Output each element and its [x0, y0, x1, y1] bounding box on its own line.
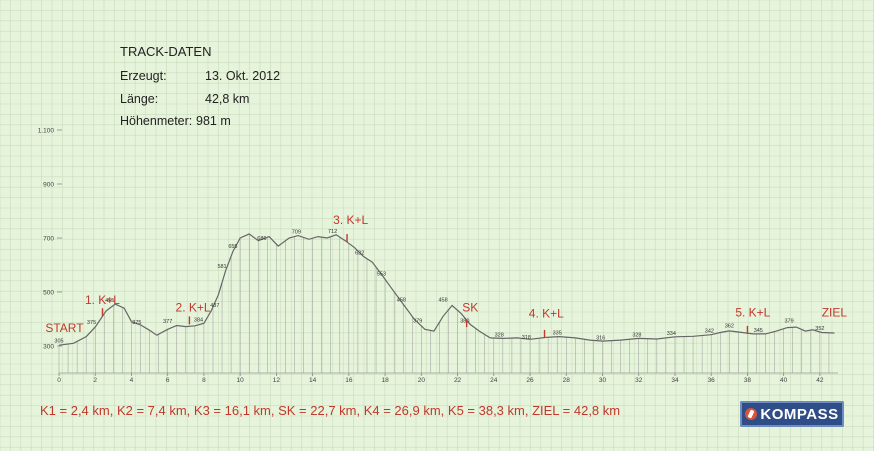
elevation-point-label: 334: [667, 331, 676, 337]
x-tick-label: 42: [816, 377, 824, 384]
x-tick-label: 10: [237, 377, 245, 384]
x-tick-label: 0: [57, 377, 61, 384]
elevation-point-label: 458: [438, 297, 447, 303]
elevation-point-label: 458: [397, 297, 406, 303]
elevation-point-label: 709: [292, 230, 301, 236]
elevation-point-label: 553: [377, 272, 386, 278]
x-tick-label: 14: [309, 377, 317, 384]
elevation-point-label: 316: [596, 336, 605, 342]
elevation-point-label: 345: [754, 328, 763, 334]
x-tick-label: 20: [418, 377, 426, 384]
checkpoint-label: 4. K+L: [529, 307, 564, 321]
y-tick-label: 500: [43, 290, 54, 297]
elevation-point-label: 712: [328, 229, 337, 235]
elevation-point-label: 455: [105, 298, 114, 304]
x-tick-label: 4: [130, 377, 134, 384]
elevation-point-label: 655: [228, 244, 237, 250]
checkpoint-label: 3. K+L: [333, 213, 368, 227]
track-info-elevation-value: 981 m: [196, 114, 231, 128]
elevation-point-label: 377: [163, 319, 172, 325]
x-tick-label: 16: [345, 377, 353, 384]
x-tick-label: 30: [599, 377, 607, 384]
elevation-point-label: 362: [725, 323, 734, 329]
x-tick-label: 22: [454, 377, 462, 384]
checkpoint-label: START: [45, 321, 84, 335]
elevation-point-label: 328: [495, 332, 504, 338]
elevation-point-label: 632: [355, 250, 364, 256]
checkpoint-label: ZIEL: [822, 305, 848, 319]
profile-fill: [58, 233, 830, 373]
elevation-line: [58, 233, 835, 346]
track-info-created-label: Erzeugt:: [120, 69, 167, 83]
elevation-point-label: 335: [553, 331, 562, 337]
x-tick-label: 26: [526, 377, 534, 384]
elevation-point-label: 437: [210, 303, 219, 309]
checkpoint-distances: K1 = 2,4 km, K2 = 7,4 km, K3 = 16,1 km, …: [40, 403, 621, 418]
elevation-point-label: 352: [815, 326, 824, 332]
x-tick-label: 36: [708, 377, 716, 384]
x-tick-label: 32: [635, 377, 643, 384]
elevation-point-label: 384: [194, 317, 203, 323]
elevation-point-label: 342: [705, 329, 714, 335]
compass-icon: [745, 408, 758, 420]
track-info-elevation-label: Höhenmeter:: [120, 114, 193, 128]
elevation-point-label: 379: [784, 319, 793, 325]
track-info-title: TRACK-DATEN: [120, 44, 212, 59]
elevation-point-label: 318: [522, 335, 531, 341]
x-tick-label: 24: [490, 377, 498, 384]
track-info-length-value: 42,8 km: [205, 92, 250, 106]
y-tick-label: 1.100: [38, 128, 55, 135]
elevation-point-label: 379: [413, 319, 422, 325]
x-tick-label: 6: [166, 377, 170, 384]
logo-text: KOMPASS: [760, 405, 839, 423]
x-tick-label: 12: [273, 377, 281, 384]
x-tick-label: 38: [744, 377, 752, 384]
kompass-logo: KOMPASS: [740, 401, 844, 427]
y-tick-label: 300: [43, 344, 54, 351]
y-tick-label: 900: [43, 182, 54, 189]
elevation-point-label: 375: [87, 320, 96, 326]
elevation-point-label: 581: [217, 264, 226, 270]
y-tick-label: 700: [43, 236, 54, 243]
elevation-point-label: 328: [632, 332, 641, 338]
x-tick-label: 18: [381, 377, 389, 384]
track-info-created-value: 13. Okt. 2012: [205, 69, 281, 83]
x-tick-label: 40: [780, 377, 788, 384]
x-tick-label: 34: [671, 377, 679, 384]
checkpoint-label: 2. K+L: [176, 300, 211, 314]
checkpoint-label: 1. K+L: [85, 293, 120, 307]
checkpoint-label: 5. K+L: [735, 305, 770, 319]
x-tick-label: 8: [202, 377, 206, 384]
track-info-length-label: Länge:: [120, 92, 159, 106]
x-tick-label: 2: [93, 377, 97, 384]
elevation-point-label: 305: [54, 339, 63, 345]
elevation-point-label: 686: [257, 236, 266, 242]
checkpoint-label: SK: [462, 300, 478, 314]
elevation-point-label: 380: [460, 318, 469, 324]
x-tick-label: 28: [563, 377, 571, 384]
elevation-point-label: 375: [132, 320, 141, 326]
